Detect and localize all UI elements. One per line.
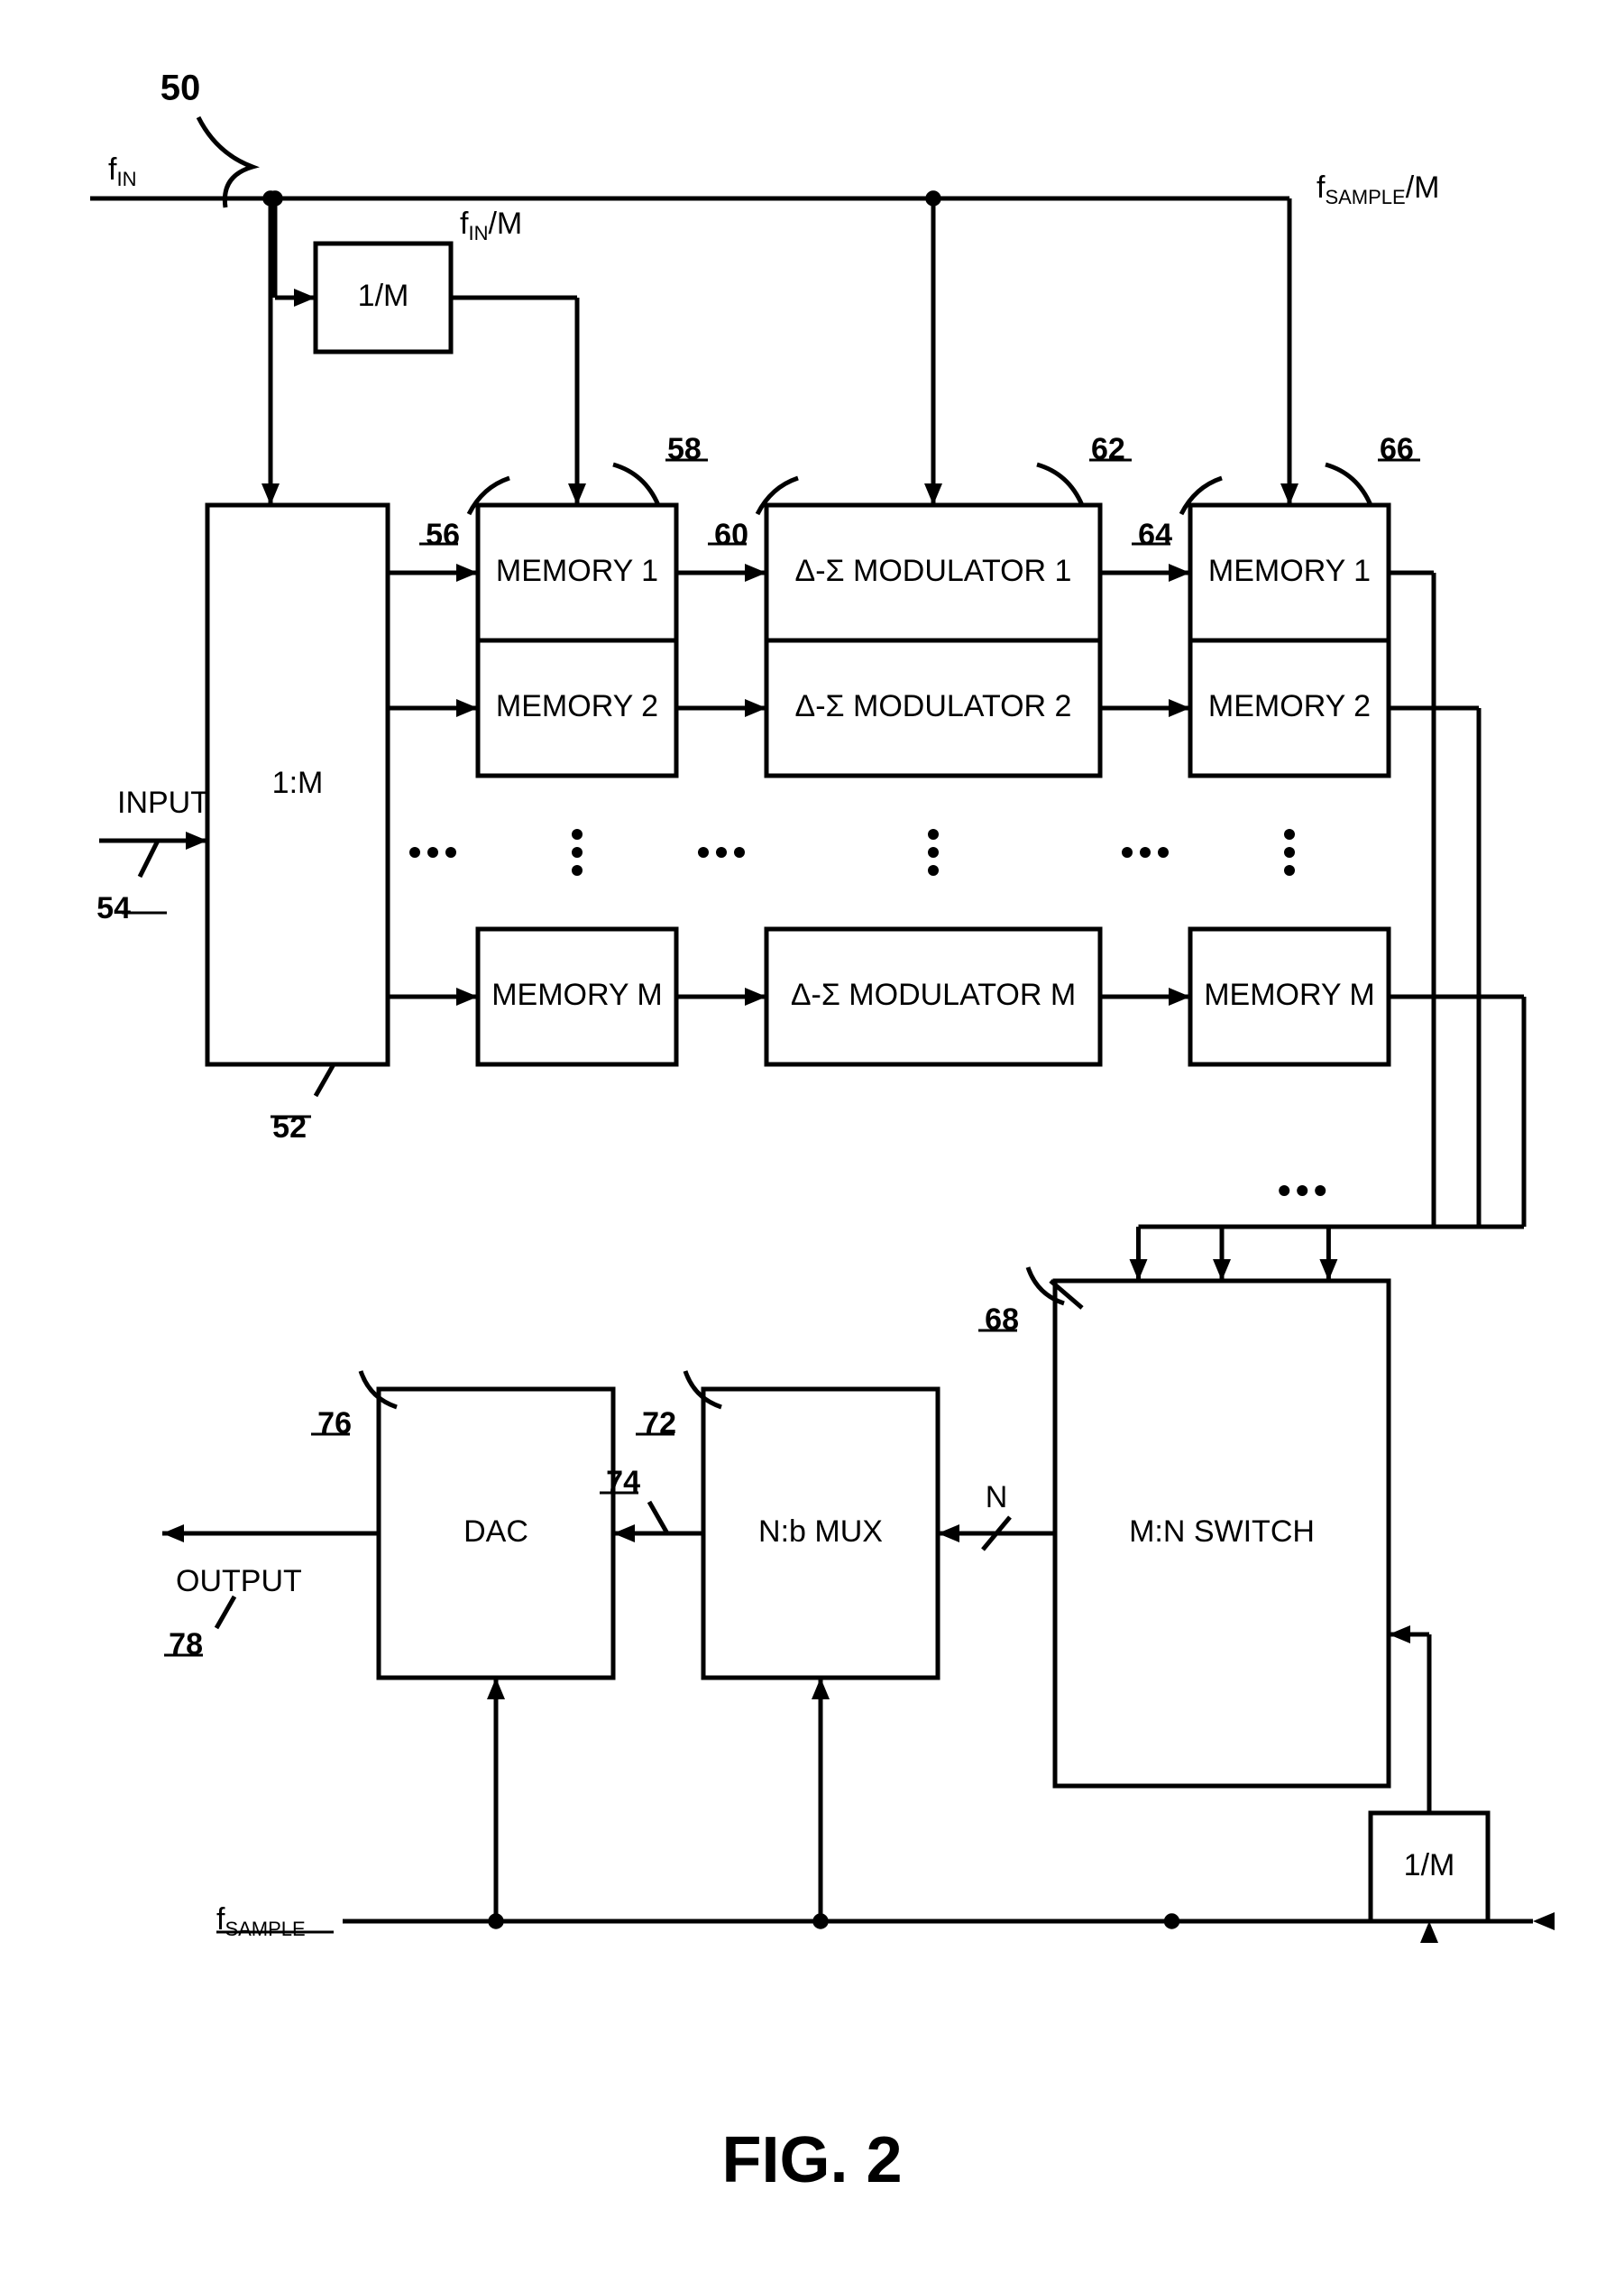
- svg-text:fIN/M: fIN/M: [460, 207, 522, 244]
- svg-text:fSAMPLE/M: fSAMPLE/M: [1317, 170, 1440, 208]
- svg-text:50: 50: [161, 69, 201, 108]
- svg-text:1/M: 1/M: [358, 279, 409, 313]
- svg-text:MEMORY 2: MEMORY 2: [496, 689, 658, 723]
- svg-text:MEMORY 2: MEMORY 2: [1208, 689, 1371, 723]
- svg-text:M:N SWITCH: M:N SWITCH: [1129, 1514, 1315, 1549]
- svg-text:64: 64: [1138, 518, 1172, 552]
- figure-2: 50fIN1/MfIN/MfSAMPLE/MINPUT541:M52MEMORY…: [0, 0, 1624, 2273]
- svg-text:Δ-Σ MODULATOR 2: Δ-Σ MODULATOR 2: [795, 689, 1072, 723]
- svg-text:N:b MUX: N:b MUX: [758, 1514, 883, 1549]
- svg-text:60: 60: [714, 518, 748, 552]
- svg-text:54: 54: [96, 891, 131, 925]
- svg-text:INPUT: INPUT: [117, 786, 209, 820]
- svg-text:1:M: 1:M: [272, 766, 324, 800]
- svg-text:MEMORY M: MEMORY M: [491, 978, 663, 1012]
- svg-text:fIN: fIN: [108, 152, 136, 190]
- svg-text:Δ-Σ MODULATOR M: Δ-Σ MODULATOR M: [791, 978, 1076, 1012]
- svg-text:FIG. 2: FIG. 2: [721, 2124, 902, 2196]
- svg-text:fSAMPLE: fSAMPLE: [216, 1902, 306, 1940]
- svg-text:1/M: 1/M: [1404, 1848, 1455, 1882]
- svg-text:DAC: DAC: [463, 1514, 528, 1549]
- svg-text:Δ-Σ MODULATOR 1: Δ-Σ MODULATOR 1: [795, 554, 1072, 588]
- svg-text:MEMORY 1: MEMORY 1: [1208, 554, 1371, 588]
- svg-text:MEMORY M: MEMORY M: [1204, 978, 1375, 1012]
- svg-text:N: N: [986, 1480, 1008, 1514]
- svg-text:OUTPUT: OUTPUT: [176, 1564, 302, 1598]
- svg-text:56: 56: [426, 518, 460, 552]
- svg-text:MEMORY 1: MEMORY 1: [496, 554, 658, 588]
